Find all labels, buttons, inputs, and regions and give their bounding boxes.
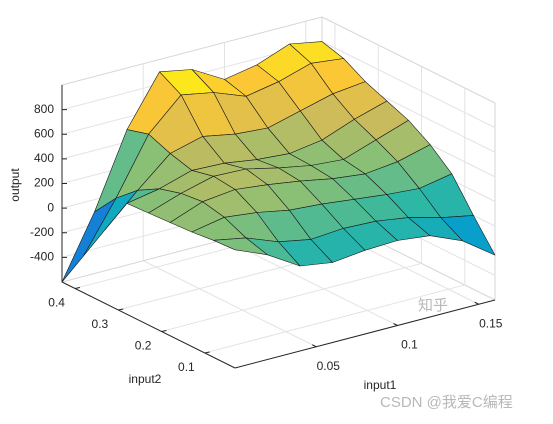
watermark: CSDN @我爱C编程 — [380, 394, 513, 411]
box-edge — [61, 16, 323, 86]
z-tick-label: 400 — [34, 151, 54, 165]
y-tick-label: 0.1 — [178, 360, 195, 374]
x-tick — [312, 344, 317, 348]
x-tick-label: 0.15 — [479, 316, 503, 330]
surface-layer — [61, 41, 496, 283]
y-axis-line — [61, 281, 236, 369]
x-tick — [474, 301, 479, 305]
z-axis-label: output — [8, 168, 22, 202]
z-tick-label: 200 — [34, 176, 54, 190]
surface-patch — [213, 237, 268, 256]
y-tick — [74, 286, 81, 289]
y-tick — [204, 351, 210, 354]
watermark: 知乎 — [418, 297, 448, 314]
z-tick-label: -400 — [30, 250, 54, 264]
grid-line — [321, 41, 496, 129]
axes-layer: -400 -200 0 200 400 600 800 0.05 0.1 0.15 0.1 0.2 0.… — [30, 85, 503, 374]
grid-line — [143, 260, 317, 348]
z-tick-label: 800 — [34, 102, 54, 116]
x-tick — [393, 323, 398, 326]
y-tick — [118, 308, 124, 311]
y-tick-label: 0.3 — [92, 317, 109, 331]
x-axis-label: input1 — [364, 378, 397, 392]
grid-line — [204, 284, 465, 354]
z-tick-label: 0 — [47, 200, 54, 214]
x-axis-line — [234, 299, 496, 369]
box-edge — [321, 16, 496, 104]
y-tick-label: 0.4 — [48, 296, 65, 310]
z-tick-label: -200 — [30, 225, 54, 239]
y-tick-label: 0.2 — [135, 339, 152, 353]
y-tick — [161, 329, 167, 332]
z-tick-label: 600 — [34, 126, 54, 140]
x-tick-label: 0.1 — [401, 338, 418, 352]
grid-line — [161, 262, 422, 332]
y-axis-label: input2 — [129, 372, 162, 386]
x-tick-label: 0.05 — [317, 359, 341, 373]
grid-line — [224, 239, 398, 326]
